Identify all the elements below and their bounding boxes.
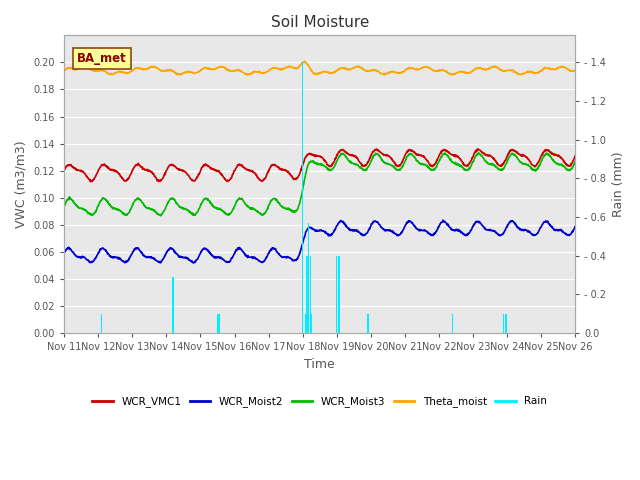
Bar <box>347 314 348 333</box>
Legend: WCR_VMC1, WCR_Moist2, WCR_Moist3, Theta_moist, Rain: WCR_VMC1, WCR_Moist2, WCR_Moist3, Theta_… <box>88 392 552 411</box>
Bar <box>307 256 308 333</box>
Bar <box>173 277 174 333</box>
Bar <box>505 314 506 333</box>
Bar <box>506 314 507 333</box>
Bar <box>338 256 339 333</box>
Y-axis label: VWC (m3/m3): VWC (m3/m3) <box>15 141 28 228</box>
Bar <box>217 314 218 333</box>
Bar <box>218 314 219 333</box>
Bar <box>308 223 309 333</box>
Bar <box>172 277 173 333</box>
Bar <box>306 256 307 333</box>
X-axis label: Time: Time <box>305 358 335 371</box>
Bar <box>302 62 303 333</box>
Bar <box>339 256 340 333</box>
Bar <box>305 314 306 333</box>
Title: Soil Moisture: Soil Moisture <box>271 15 369 30</box>
Bar <box>219 314 220 333</box>
Bar <box>303 256 305 333</box>
Bar <box>367 314 368 333</box>
Bar <box>311 314 312 333</box>
Bar <box>102 314 104 333</box>
Text: BA_met: BA_met <box>77 52 127 65</box>
Bar <box>101 314 102 333</box>
Y-axis label: Rain (mm): Rain (mm) <box>612 151 625 217</box>
Bar <box>452 314 453 333</box>
